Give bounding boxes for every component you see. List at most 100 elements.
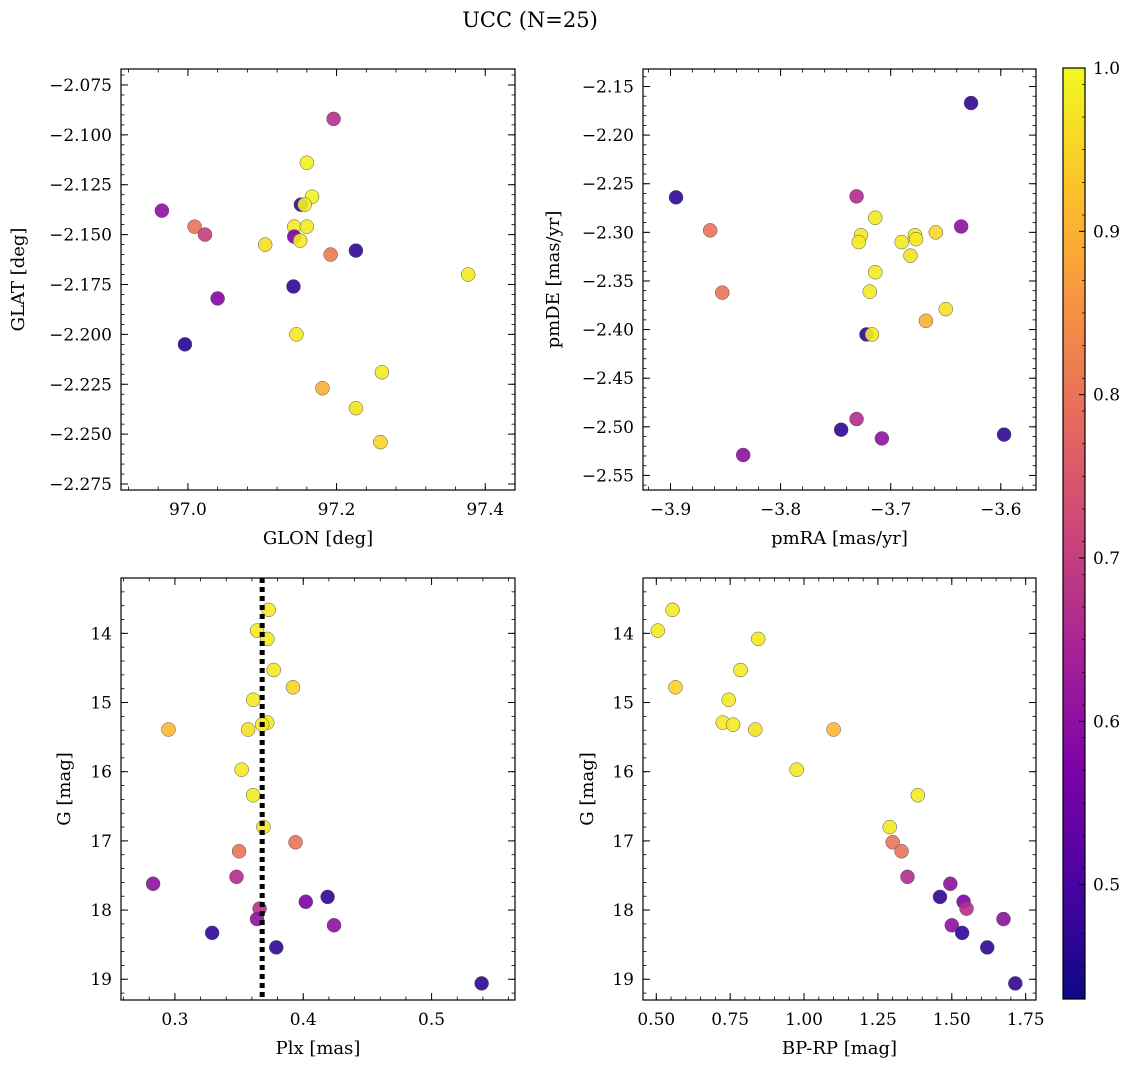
- x-tick-label: 0.50: [637, 1010, 675, 1030]
- data-point: [908, 231, 924, 247]
- data-point: [979, 940, 995, 955]
- y-tick-label: 19: [612, 970, 634, 990]
- data-point: [326, 918, 342, 933]
- y-tick-label: −2.25: [582, 175, 634, 195]
- data-point: [1008, 976, 1023, 991]
- axes-frame: [120, 577, 516, 1001]
- data-point: [668, 680, 683, 695]
- data-point: [323, 247, 338, 262]
- data-point: [928, 225, 944, 240]
- y-tick-label: 18: [612, 901, 634, 921]
- data-point: [868, 264, 883, 280]
- data-point: [894, 844, 909, 859]
- data-point: [882, 819, 897, 835]
- data-point: [944, 918, 960, 933]
- scatter-points: [668, 95, 1012, 463]
- x-tick-label: −3.8: [760, 500, 801, 520]
- data-point: [187, 219, 202, 234]
- panel-4: 0.50 0.75 1.00 1.25 1.50 1.75 14 15 16 17 18 19 BP-R…: [577, 577, 1045, 1059]
- y-tick-label: −2.200: [49, 325, 112, 345]
- data-point: [154, 203, 170, 218]
- data-point: [373, 434, 388, 450]
- data-point: [721, 692, 736, 708]
- data-point: [953, 219, 969, 234]
- data-point: [715, 285, 730, 300]
- data-point: [874, 431, 890, 446]
- colorbar-gradient: [1063, 68, 1085, 999]
- x-tick-label: −3.6: [980, 500, 1021, 520]
- y-tick-label: −2.55: [582, 466, 634, 486]
- x-tick-label: 1.75: [1007, 1010, 1045, 1030]
- x-tick-label: 0.4: [290, 1010, 317, 1030]
- data-point: [292, 233, 308, 248]
- data-point: [204, 925, 220, 941]
- data-point: [938, 301, 953, 317]
- data-point: [245, 787, 261, 803]
- data-point: [231, 844, 247, 859]
- data-point: [269, 940, 284, 955]
- data-point: [864, 327, 880, 342]
- data-point: [702, 223, 718, 238]
- y-tick-label: −2.275: [49, 475, 112, 495]
- y-tick-label: −2.20: [582, 126, 634, 146]
- colorbar-tick-label: 0.8: [1093, 386, 1120, 406]
- x-tick-label: 0.75: [711, 1010, 749, 1030]
- data-point: [849, 411, 864, 427]
- y-axis-label: pmDE [mas/yr]: [543, 211, 564, 349]
- data-point: [161, 722, 176, 737]
- data-point: [299, 219, 315, 234]
- y-tick-label: −2.15: [582, 78, 634, 98]
- y-tick-label: −2.45: [582, 369, 634, 389]
- axes-frame: [642, 577, 1037, 1001]
- axes-frame: [120, 68, 516, 491]
- y-tick-label: 17: [612, 832, 634, 852]
- colorbar-frame: [1062, 67, 1086, 1000]
- panel-2: −3.9 −3.8 −3.7 −3.6 −2.55 −2.50 −2.45 −2.40 −2.3…: [543, 68, 1037, 549]
- data-point: [862, 284, 878, 299]
- data-point: [257, 237, 273, 252]
- data-point: [900, 869, 915, 885]
- y-axis-label: G [mag]: [577, 752, 598, 825]
- y-tick-label: 16: [612, 763, 634, 783]
- data-point: [288, 835, 303, 850]
- data-point: [145, 876, 161, 892]
- y-tick-label: 15: [90, 694, 112, 714]
- scatter-points: [650, 602, 1023, 991]
- x-tick-label: −3.9: [650, 500, 691, 520]
- y-tick-label: −2.100: [49, 126, 112, 146]
- x-tick-label: 0.3: [161, 1010, 188, 1030]
- y-tick-label: −2.175: [49, 275, 112, 295]
- y-tick-label: 16: [90, 763, 112, 783]
- data-point: [996, 911, 1011, 927]
- y-tick-label: 18: [90, 901, 112, 921]
- data-point: [650, 623, 666, 638]
- data-point: [374, 365, 390, 380]
- y-tick-label: −2.35: [582, 272, 634, 292]
- colorbar-tick-label: 0.6: [1093, 712, 1120, 732]
- data-point: [320, 889, 335, 905]
- x-tick-label: 97.0: [169, 500, 207, 520]
- data-point: [932, 889, 948, 905]
- data-point: [665, 602, 680, 618]
- data-point: [285, 680, 301, 695]
- colorbar: 0.5 0.6 0.7 0.8 0.9 1.0: [1062, 59, 1120, 1000]
- data-point: [234, 762, 249, 777]
- data-point: [894, 234, 909, 250]
- data-point: [240, 722, 256, 737]
- data-point: [229, 869, 244, 885]
- x-axis-label: pmRA [mas/yr]: [771, 528, 908, 549]
- data-point: [326, 111, 341, 127]
- data-point: [245, 692, 261, 708]
- x-tick-label: 97.2: [318, 500, 356, 520]
- y-tick-label: −2.250: [49, 425, 112, 445]
- y-axis-label: GLAT [deg]: [8, 228, 29, 332]
- x-axis-label: BP-RP [mag]: [782, 1038, 897, 1059]
- colorbar-tick-label: 0.7: [1093, 549, 1120, 569]
- y-tick-label: −2.40: [582, 321, 634, 341]
- colorbar-tick-label: 0.5: [1093, 876, 1120, 896]
- y-axis-label: G [mag]: [54, 752, 75, 825]
- y-tick-label: −2.150: [49, 226, 112, 246]
- data-point: [460, 267, 476, 282]
- data-point: [725, 717, 741, 732]
